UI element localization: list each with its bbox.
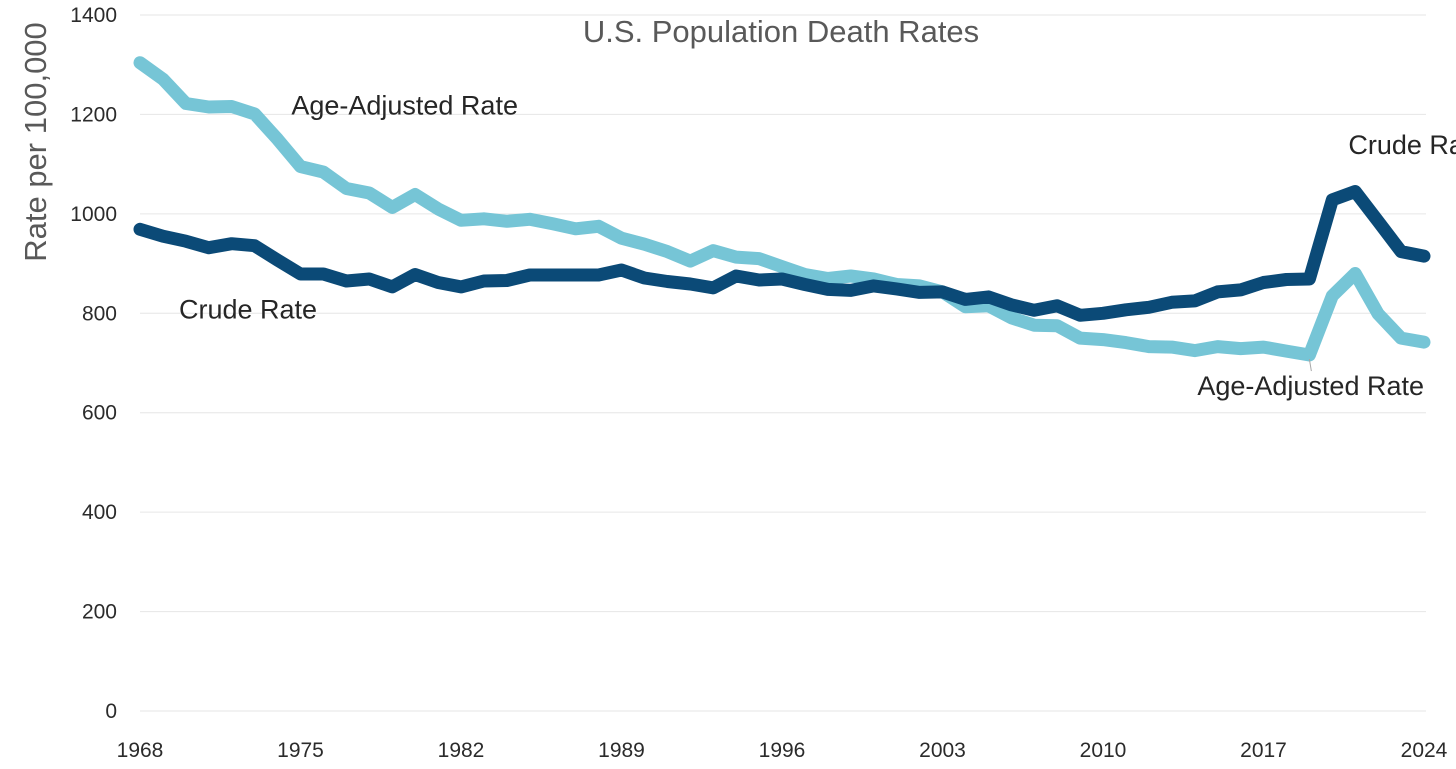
x-tick-label-2017: 2017 [1240, 739, 1287, 762]
y-axis-ticks: 0 200 400 600 800 1000 1200 1400 [70, 4, 117, 723]
y-tick-label-1200: 1200 [70, 103, 117, 126]
y-tick-label-1400: 1400 [70, 4, 117, 27]
x-tick-label-1968: 1968 [117, 739, 164, 762]
series-line-crude-rate [133, 185, 1431, 322]
x-tick-label-1989: 1989 [598, 739, 645, 762]
series-label-age-adjusted-rate-2: Age-Adjusted Rate [1197, 371, 1424, 401]
y-tick-label-800: 800 [82, 302, 117, 325]
y-tick-label-200: 200 [82, 601, 117, 624]
y-axis-title: Rate per 100,000 [18, 22, 53, 262]
y-tick-label-0: 0 [105, 700, 117, 723]
series-lines [133, 56, 1431, 362]
annotation-leader-line [1308, 358, 1312, 372]
series-label-crude-rate-1: Crude Rate [1348, 130, 1456, 160]
gridlines [140, 14, 1426, 712]
x-tick-label-1975: 1975 [277, 739, 324, 762]
y-tick-label-400: 400 [82, 501, 117, 524]
x-tick-label-1996: 1996 [759, 739, 806, 762]
x-tick-label-2003: 2003 [919, 739, 966, 762]
y-tick-label-600: 600 [82, 402, 117, 425]
x-axis-ticks: 1968 1975 1982 1989 1996 2003 2010 2017 2024 [117, 739, 1448, 762]
series-line-age-adjusted-rate [133, 56, 1431, 362]
series-label-age-adjusted-rate-1: Age-Adjusted Rate [291, 90, 518, 120]
chart-title: U.S. Population Death Rates [583, 14, 979, 49]
x-tick-label-1982: 1982 [438, 739, 485, 762]
x-tick-label-2024: 2024 [1401, 739, 1448, 762]
series-annotations: Age-Adjusted Rate Age-Adjusted Rate Crude … [179, 90, 1456, 400]
y-tick-label-1000: 1000 [70, 203, 117, 226]
x-tick-label-2010: 2010 [1080, 739, 1127, 762]
series-label-crude-rate-2: Crude Rate [179, 294, 317, 324]
